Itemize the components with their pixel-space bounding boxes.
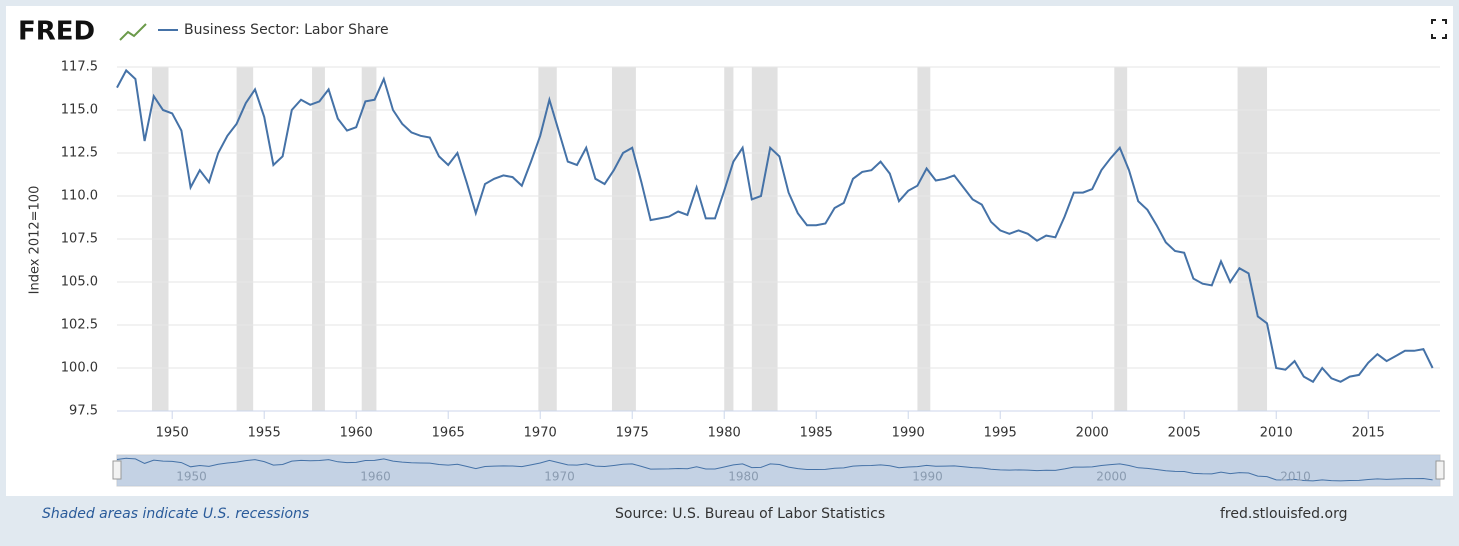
y-tick-label: 112.5: [61, 146, 98, 161]
x-tick-label: 1970: [524, 426, 557, 441]
y-tick-label: 100.0: [61, 361, 98, 376]
navigator-tick-label: 1980: [728, 470, 759, 484]
y-tick-label: 97.5: [69, 404, 98, 419]
recession-note: Shaded areas indicate U.S. recessions: [42, 506, 310, 522]
x-tick-label: 2015: [1352, 426, 1385, 441]
logo-icon: [119, 23, 147, 41]
navigator-handle[interactable]: [112, 460, 122, 480]
y-tick-label: 110.0: [61, 189, 98, 204]
plot-area: 97.5 100.0 102.5 105.0 107.5 110.0 112.5 115.0 1…: [61, 60, 1445, 487]
y-tick-label: 115.0: [61, 103, 98, 118]
y-tick-label: 102.5: [61, 318, 98, 333]
navigator-tick-label: 1990: [912, 470, 943, 484]
x-tick-label: 1995: [984, 426, 1017, 441]
navigator-tick-label: 2000: [1096, 470, 1127, 484]
navigator-tick-label: 1970: [544, 470, 575, 484]
site-link[interactable]: fred.stlouisfed.org: [1220, 506, 1348, 522]
y-tick-label: 105.0: [61, 275, 98, 290]
navigator-tick-label: 1950: [176, 470, 207, 484]
x-tick-label: 1985: [800, 426, 833, 441]
fullscreen-icon[interactable]: [1431, 19, 1447, 39]
legend-label: Business Sector: Labor Share: [184, 22, 389, 38]
navigator-line: [116, 457, 1433, 482]
series-line: [116, 68, 1434, 384]
y-tick-label: 107.5: [61, 232, 98, 247]
chart: FRED Business Sector: Labor Share Index …: [6, 6, 1453, 496]
source: Source: U.S. Bureau of Labor Statistics: [615, 506, 886, 522]
navigator-tick-label: 2010: [1280, 470, 1311, 484]
y-axis-label: Index 2012=100: [28, 186, 43, 295]
navigator-handle[interactable]: [1435, 460, 1445, 480]
x-tick-label: 1980: [708, 426, 741, 441]
x-tick-label: 2000: [1076, 426, 1109, 441]
navigator-tick-label: 1960: [360, 470, 391, 484]
footer: Shaded areas indicate U.S. recessions So…: [0, 500, 1459, 530]
x-tick-label: 1955: [248, 426, 281, 441]
y-tick-label: 117.5: [61, 60, 98, 75]
x-tick-label: 2010: [1260, 426, 1293, 441]
brand-logo: FRED: [18, 17, 95, 47]
x-tick-label: 1960: [340, 426, 373, 441]
x-tick-label: 1965: [432, 426, 465, 441]
x-tick-label: 1975: [616, 426, 649, 441]
x-tick-label: 1950: [156, 426, 189, 441]
navigator-window: [117, 455, 1440, 486]
x-tick-label: 2005: [1168, 426, 1201, 441]
x-tick-label: 1990: [892, 426, 925, 441]
